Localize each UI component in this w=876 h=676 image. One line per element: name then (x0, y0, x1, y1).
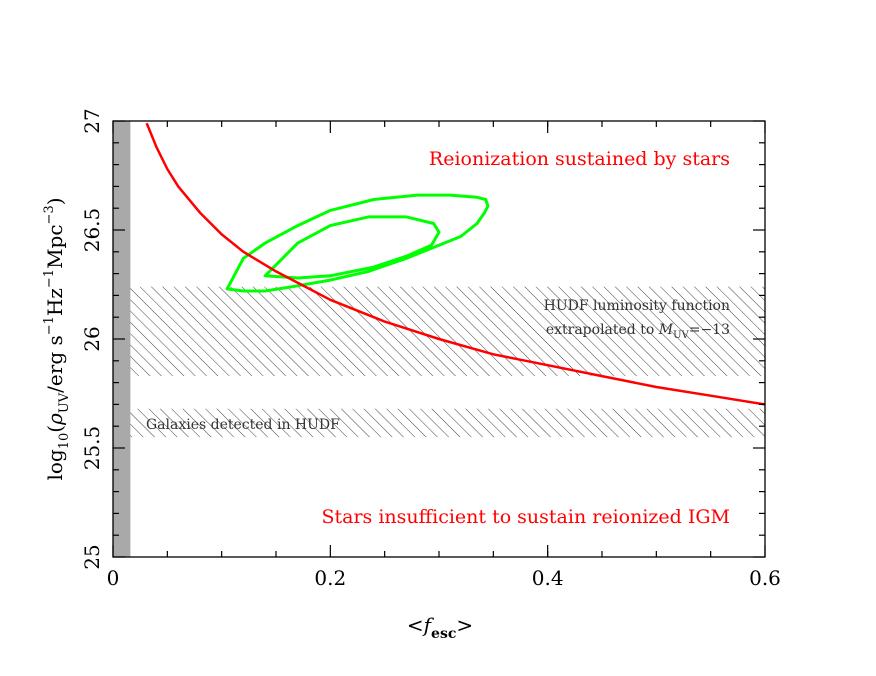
annotation-lower: Stars insufficient to sustain reionized … (321, 506, 730, 528)
x-tick-label: 0.4 (532, 566, 564, 590)
y-tick-label: 25 (80, 544, 104, 569)
band-label-hudf-lf-line2: extrapolated to MUV=−13 (546, 322, 730, 341)
band-galaxies-detected (113, 408, 765, 438)
band-label-hudf-lf-line1: HUDF luminosity function (544, 298, 730, 314)
contour-inner (263, 215, 441, 280)
y-tick-label: 26.5 (80, 208, 104, 253)
x-tick-label: 0.2 (314, 566, 346, 590)
x-tick-label: 0 (107, 566, 120, 590)
y-tick-label: 26 (80, 326, 104, 351)
y-axis-label: log10(ρUV/erg s−1Hz−1Mpc−3) (42, 197, 72, 480)
x-tick-label: 0.6 (749, 566, 781, 590)
x-axis-label: <fesc> (407, 613, 473, 642)
y-tick-label: 27 (80, 108, 104, 133)
critical-curve (145, 122, 765, 406)
y-tick-label: 25.5 (80, 426, 104, 471)
band-hudf-lf-extrapolated (113, 286, 765, 377)
contour-outer (225, 193, 490, 293)
band-label-galaxies-detected: Galaxies detected in HUDF (146, 417, 340, 433)
annotation-upper: Reionization sustained by stars (429, 148, 730, 170)
